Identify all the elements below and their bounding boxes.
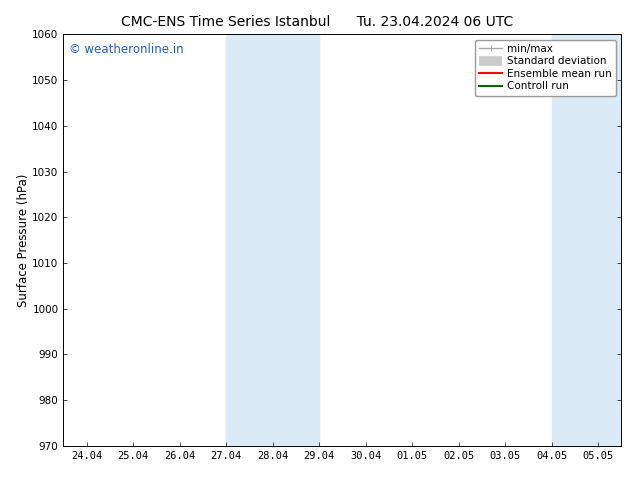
Bar — [226, 34, 319, 446]
Text: CMC-ENS Time Series Istanbul      Tu. 23.04.2024 06 UTC: CMC-ENS Time Series Istanbul Tu. 23.04.2… — [121, 15, 513, 29]
Text: © weatheronline.in: © weatheronline.in — [69, 43, 184, 55]
Legend: min/max, Standard deviation, Ensemble mean run, Controll run: min/max, Standard deviation, Ensemble me… — [475, 40, 616, 96]
Y-axis label: Surface Pressure (hPa): Surface Pressure (hPa) — [16, 173, 30, 307]
Bar — [552, 34, 621, 446]
